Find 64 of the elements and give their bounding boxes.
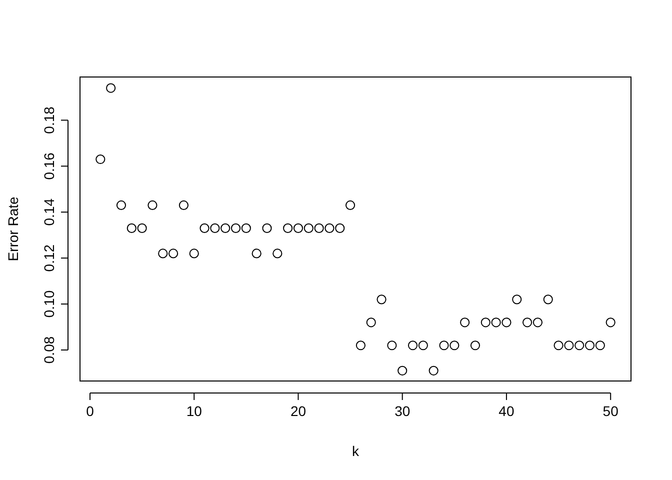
x-tick-label: 0 bbox=[86, 403, 94, 419]
point bbox=[398, 366, 408, 376]
point bbox=[595, 340, 605, 350]
point bbox=[158, 248, 168, 258]
point bbox=[460, 318, 470, 328]
point bbox=[314, 223, 324, 233]
point bbox=[376, 294, 386, 304]
point bbox=[450, 340, 460, 350]
point bbox=[502, 318, 512, 328]
point bbox=[543, 294, 553, 304]
point bbox=[304, 223, 314, 233]
point bbox=[470, 340, 480, 350]
x-tick-label: 20 bbox=[290, 403, 306, 419]
point bbox=[283, 223, 293, 233]
point bbox=[168, 248, 178, 258]
point bbox=[293, 223, 304, 233]
point bbox=[439, 340, 449, 350]
point bbox=[148, 200, 158, 210]
x-tick-label: 50 bbox=[602, 403, 619, 419]
point bbox=[491, 318, 501, 328]
point bbox=[200, 223, 210, 233]
point bbox=[252, 248, 262, 258]
point bbox=[408, 340, 418, 350]
point bbox=[606, 318, 616, 328]
y-tick-label: 0.16 bbox=[41, 152, 57, 180]
point bbox=[116, 200, 126, 210]
y-tick-label: 0.18 bbox=[41, 106, 57, 134]
point bbox=[418, 340, 428, 350]
point bbox=[324, 223, 334, 233]
point bbox=[241, 223, 251, 233]
point bbox=[366, 318, 376, 328]
point bbox=[345, 200, 356, 210]
point bbox=[584, 340, 595, 350]
point bbox=[335, 223, 345, 233]
point bbox=[106, 83, 116, 93]
point bbox=[272, 248, 282, 258]
x-tick-label: 40 bbox=[498, 403, 514, 419]
point bbox=[532, 318, 543, 328]
x-tick-label: 30 bbox=[394, 403, 410, 419]
point bbox=[189, 248, 199, 258]
point bbox=[178, 200, 189, 210]
y-tick-label: 0.14 bbox=[41, 198, 57, 226]
point bbox=[512, 294, 522, 304]
point bbox=[356, 340, 366, 350]
y-tick-label: 0.12 bbox=[41, 244, 57, 272]
point bbox=[574, 340, 584, 350]
point bbox=[137, 223, 147, 233]
y-tick-label: 0.10 bbox=[41, 290, 57, 318]
y-axis-title: Error Rate bbox=[5, 196, 21, 262]
y-tick-label: 0.08 bbox=[41, 336, 57, 364]
x-axis-title: k bbox=[352, 443, 360, 459]
x-tick-label: 10 bbox=[186, 403, 202, 419]
point bbox=[428, 366, 438, 376]
point bbox=[554, 340, 564, 350]
point bbox=[480, 318, 490, 328]
point bbox=[387, 340, 397, 350]
point bbox=[96, 154, 106, 164]
point bbox=[126, 223, 136, 233]
point bbox=[262, 223, 272, 233]
point bbox=[210, 223, 220, 233]
point bbox=[522, 318, 532, 328]
point bbox=[230, 223, 241, 233]
point bbox=[220, 223, 230, 233]
point bbox=[564, 340, 574, 350]
